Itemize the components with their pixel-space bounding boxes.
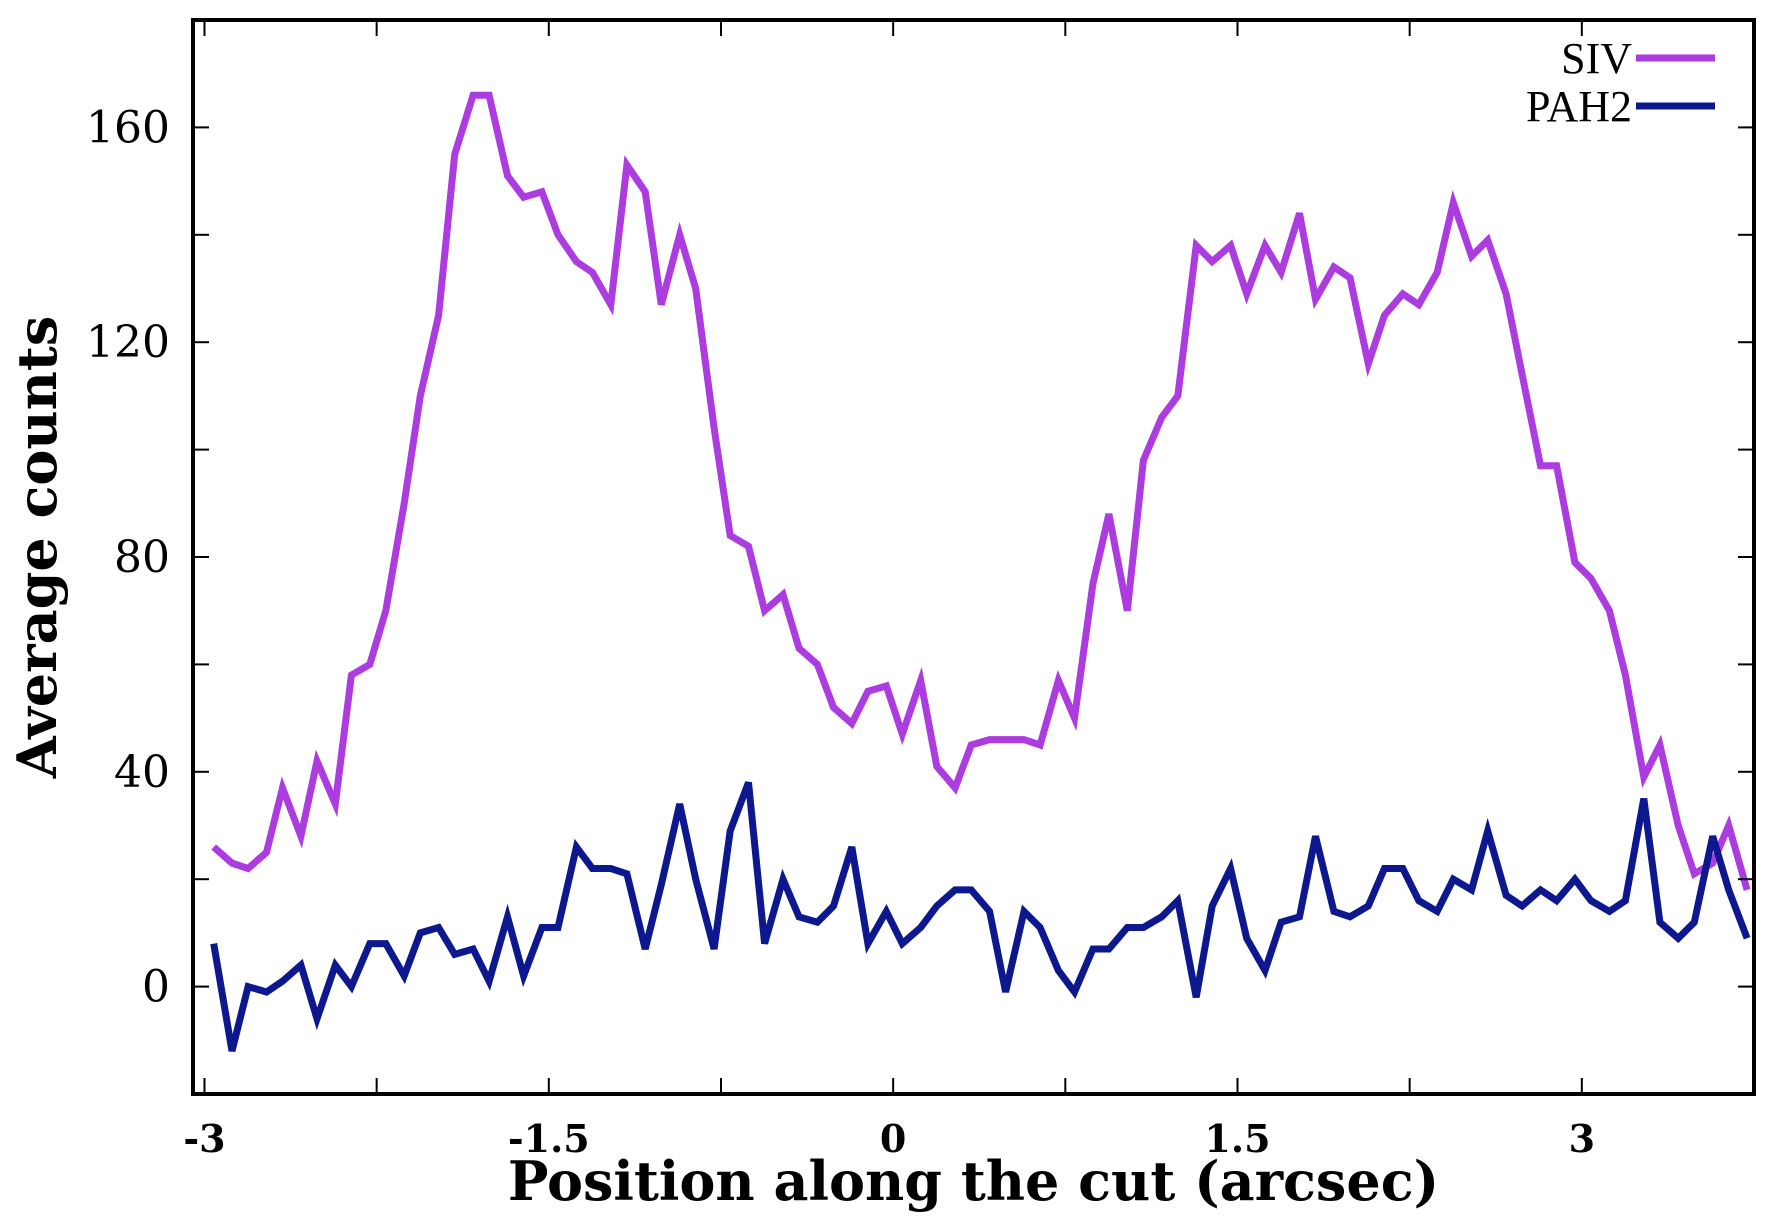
x-tick-label: -1.5 (508, 1116, 590, 1161)
x-tick-label: 3 (1569, 1116, 1595, 1161)
series-line-siv (211, 91, 1751, 891)
legend-label-pah2: PAH2 (1526, 82, 1632, 131)
axis-ticks (193, 20, 1754, 1094)
y-tick-label: 0 (142, 962, 170, 1013)
y-tick-label: 80 (114, 532, 170, 583)
x-axis-label: Position along the cut (arcsec) (508, 1149, 1439, 1213)
x-tick-label: 1.5 (1204, 1116, 1270, 1161)
y-axis-label: Average counts (5, 316, 69, 780)
legend-label-siv: SIV (1561, 34, 1632, 83)
x-tick-label: -3 (183, 1116, 225, 1161)
y-tick-label: 120 (86, 317, 170, 368)
tick-labels: -3 -1.5 0 1.5 3 0 40 80 120 160 (86, 102, 1595, 1161)
series-layer (210, 91, 1751, 1052)
y-tick-label: 160 (86, 102, 170, 153)
x-tick-label: 0 (880, 1116, 906, 1161)
series-line-pah2 (210, 781, 1751, 1052)
y-tick-label: 40 (114, 747, 170, 798)
